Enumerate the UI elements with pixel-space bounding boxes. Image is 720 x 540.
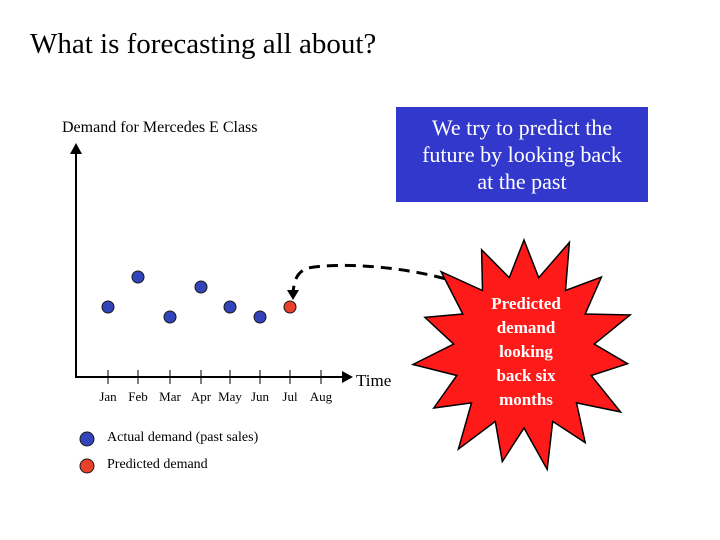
actual-demand-point (223, 300, 237, 314)
legend-marker-predicted (79, 458, 95, 474)
predicted-demand-point (283, 300, 297, 314)
page-title: What is forecasting all about? (30, 28, 377, 60)
month-tick-label: Feb (128, 389, 148, 404)
legend-label-actual: Actual demand (past sales) (107, 430, 259, 445)
callout-box: We try to predict the future by looking … (396, 107, 648, 202)
starburst-label: Predicted demand looking back six months (466, 292, 586, 412)
y-axis-arrow-icon (70, 143, 82, 154)
starburst-line: demand (496, 318, 556, 337)
dashed-arrow (291, 263, 463, 294)
legend-label-predicted: Predicted demand (107, 457, 208, 472)
month-tick-label: Apr (190, 389, 212, 404)
callout-line: future by looking back (422, 142, 622, 167)
actual-demand-point (101, 300, 115, 314)
month-tick-label: Aug (309, 389, 333, 404)
callout-line: We try to predict the (431, 115, 613, 140)
actual-demand-point (131, 270, 145, 284)
callout-line: at the past (477, 169, 567, 194)
x-axis-label: Time (356, 371, 392, 390)
month-tick-label: Jul (282, 389, 298, 404)
x-axis-arrow-icon (342, 371, 353, 383)
legend-marker-actual (79, 431, 95, 447)
month-tick-label: May (218, 389, 242, 404)
starburst-line: looking (499, 342, 553, 361)
actual-demand-point (253, 310, 267, 324)
actual-demand-point (163, 310, 177, 324)
starburst-line: Predicted (491, 294, 561, 313)
arrowhead-icon (287, 290, 299, 300)
starburst-shape (410, 237, 633, 472)
month-tick-label: Jan (99, 389, 117, 404)
month-tick-label: Mar (159, 389, 181, 404)
chart-title: Demand for Mercedes E Class (62, 119, 258, 136)
actual-demand-point (194, 280, 208, 294)
starburst-line: months (499, 390, 553, 409)
starburst-line: back six (496, 366, 556, 385)
month-tick-label: Jun (250, 389, 270, 404)
